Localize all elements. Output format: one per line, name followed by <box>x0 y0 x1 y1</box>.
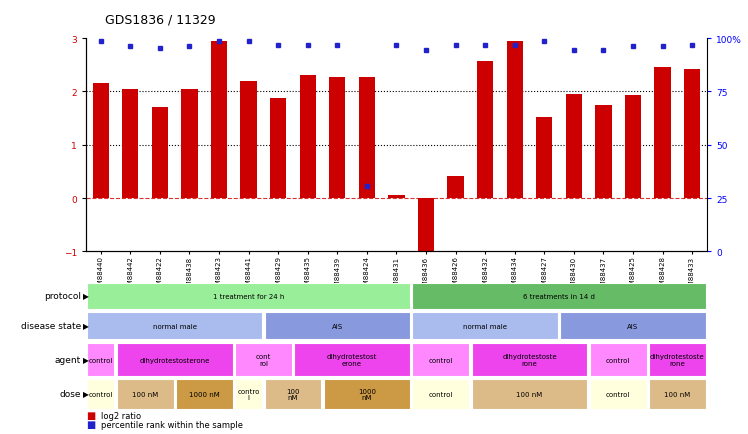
Text: 1000 nM: 1000 nM <box>189 391 220 397</box>
Bar <box>88 343 114 376</box>
Bar <box>412 379 469 409</box>
Bar <box>265 379 322 409</box>
Text: control: control <box>429 391 453 397</box>
Bar <box>329 77 346 198</box>
Text: control: control <box>88 391 113 397</box>
Text: AIS: AIS <box>332 323 343 329</box>
Text: normal male: normal male <box>153 323 197 329</box>
Bar <box>536 118 552 198</box>
Bar <box>359 77 375 198</box>
Bar <box>654 68 671 198</box>
Bar <box>235 343 292 376</box>
Bar <box>589 343 646 376</box>
Bar <box>684 70 700 198</box>
Bar <box>88 283 410 309</box>
Bar <box>235 379 263 409</box>
Bar <box>117 343 233 376</box>
Text: AIS: AIS <box>628 323 639 329</box>
Bar <box>211 42 227 198</box>
Bar <box>625 96 641 198</box>
Bar <box>241 82 257 198</box>
Bar <box>412 283 705 309</box>
Text: 1000
nM: 1000 nM <box>358 388 376 400</box>
Text: dihydrotestoste
rone: dihydrotestoste rone <box>650 354 705 366</box>
Bar <box>589 379 646 409</box>
Text: ▶: ▶ <box>83 389 89 398</box>
Bar <box>122 89 138 198</box>
Text: ▶: ▶ <box>83 355 89 364</box>
Bar <box>388 196 405 198</box>
Bar <box>176 379 233 409</box>
Text: dihydrotestoste
rone: dihydrotestoste rone <box>502 354 557 366</box>
Bar <box>649 343 705 376</box>
Text: cont
rol: cont rol <box>256 354 271 366</box>
Bar <box>270 99 286 198</box>
Text: control: control <box>429 357 453 363</box>
Bar <box>412 343 469 376</box>
Text: log2 ratio: log2 ratio <box>101 411 141 420</box>
Bar <box>294 343 410 376</box>
Text: percentile rank within the sample: percentile rank within the sample <box>101 420 243 429</box>
Bar <box>477 61 493 198</box>
Bar <box>117 379 174 409</box>
Text: ■: ■ <box>86 419 95 429</box>
Bar <box>88 379 114 409</box>
Text: GDS1836 / 11329: GDS1836 / 11329 <box>105 13 215 26</box>
Bar <box>324 379 410 409</box>
Bar <box>506 42 523 198</box>
Bar <box>560 312 705 339</box>
Text: dihydrotestosterone: dihydrotestosterone <box>140 357 210 363</box>
Bar <box>412 312 558 339</box>
Bar <box>152 108 168 198</box>
Text: ▶: ▶ <box>83 322 89 330</box>
Bar <box>649 379 705 409</box>
Text: dihydrotestost
erone: dihydrotestost erone <box>327 354 377 366</box>
Text: protocol: protocol <box>44 292 81 301</box>
Text: ▶: ▶ <box>83 292 89 301</box>
Text: control: control <box>606 391 631 397</box>
Text: agent: agent <box>55 355 81 364</box>
Text: 100 nM: 100 nM <box>664 391 690 397</box>
Text: ■: ■ <box>86 410 95 420</box>
Text: control: control <box>88 357 113 363</box>
Text: 100
nM: 100 nM <box>286 388 300 400</box>
Bar <box>471 343 587 376</box>
Bar <box>565 95 582 198</box>
Bar <box>595 105 612 198</box>
Text: contro
l: contro l <box>237 388 260 400</box>
Bar <box>471 379 587 409</box>
Text: control: control <box>606 357 631 363</box>
Bar <box>447 176 464 198</box>
Bar <box>418 198 434 257</box>
Bar <box>300 76 316 198</box>
Text: normal male: normal male <box>463 323 507 329</box>
Text: 100 nM: 100 nM <box>132 391 159 397</box>
Text: 6 treatments in 14 d: 6 treatments in 14 d <box>523 293 595 299</box>
Text: 1 treatment for 24 h: 1 treatment for 24 h <box>213 293 284 299</box>
Bar <box>93 84 109 198</box>
Bar <box>181 89 197 198</box>
Text: dose: dose <box>59 389 81 398</box>
Text: disease state: disease state <box>20 322 81 330</box>
Bar <box>265 312 410 339</box>
Text: 100 nM: 100 nM <box>516 391 542 397</box>
Bar <box>88 312 263 339</box>
